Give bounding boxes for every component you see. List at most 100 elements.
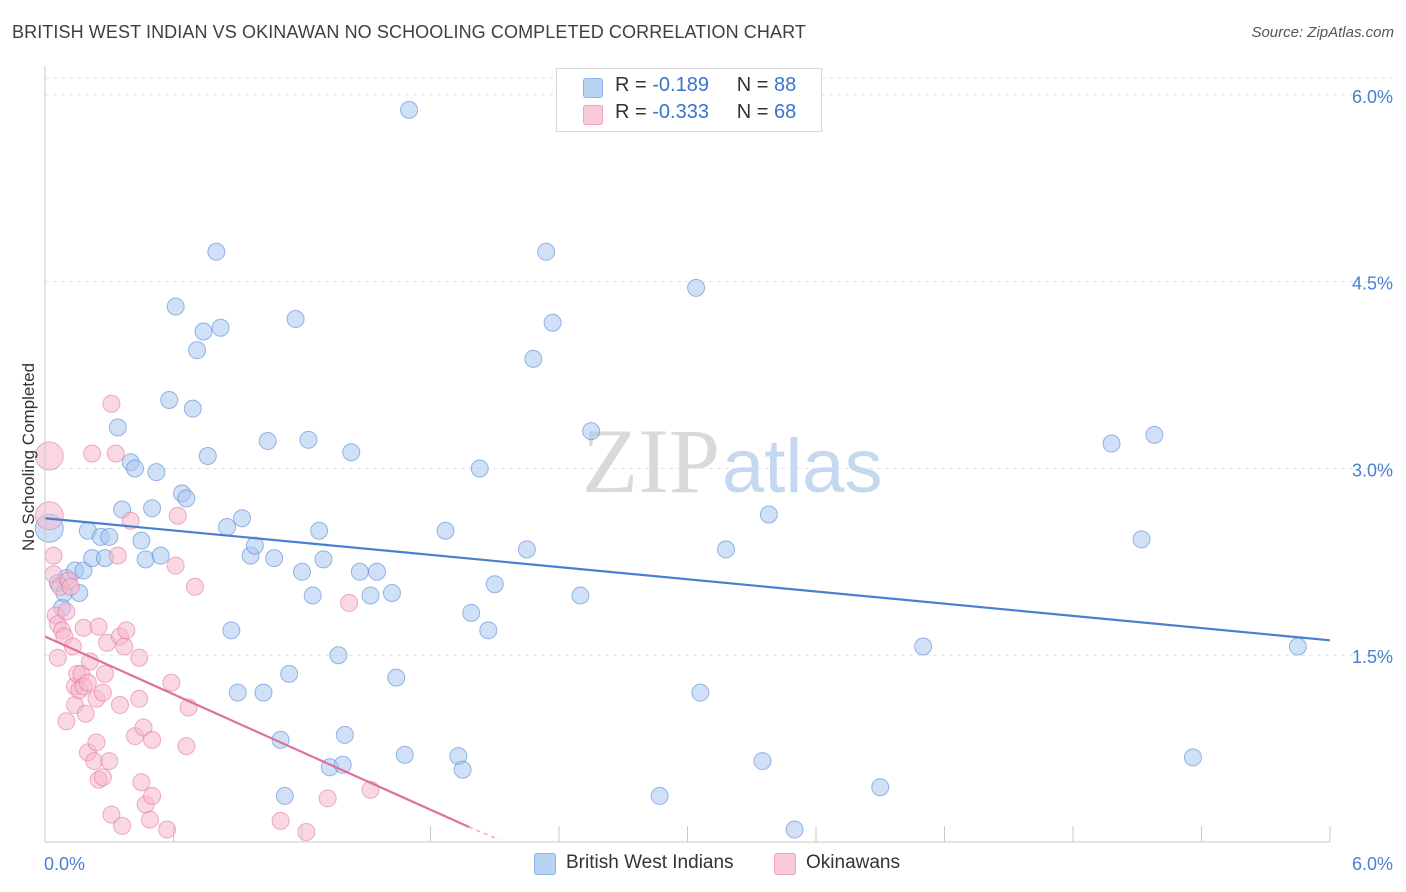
point-okinawan: [89, 617, 108, 636]
y-tick-label: 1.5%: [1352, 647, 1393, 667]
point-okinawan: [117, 621, 136, 640]
point-okinawan: [130, 648, 149, 667]
point-british-west-indian: [233, 509, 252, 528]
point-okinawan: [297, 823, 316, 842]
point-okinawan: [318, 789, 337, 808]
point-british-west-indian: [571, 586, 590, 605]
point-british-west-indian: [310, 521, 329, 540]
point-british-west-indian: [166, 297, 185, 316]
point-british-west-indian: [100, 527, 119, 546]
point-british-west-indian: [785, 820, 804, 839]
legend-swatch-pink: [583, 105, 603, 125]
point-british-west-indian: [759, 505, 778, 524]
point-british-west-indian: [303, 586, 322, 605]
point-okinawan: [110, 696, 129, 715]
point-okinawan: [61, 577, 80, 596]
point-okinawan: [57, 602, 76, 621]
watermark-zip: ZIP: [582, 410, 720, 512]
point-british-west-indian: [462, 603, 481, 622]
point-british-west-indian: [582, 422, 601, 441]
point-okinawan: [162, 673, 181, 692]
point-british-west-indian: [650, 786, 669, 805]
point-british-west-indian: [314, 550, 333, 569]
source-label: Source: ZipAtlas.com: [1251, 24, 1394, 41]
point-british-west-indian: [871, 778, 890, 797]
point-british-west-indian: [188, 341, 207, 360]
point-british-west-indian: [151, 546, 170, 565]
point-british-west-indian: [1102, 434, 1121, 453]
tick-labels: 1.5% 3.0% 4.5% 6.0% 0.0% 6.0%: [44, 87, 1393, 874]
chart-title: BRITISH WEST INDIAN VS OKINAWAN NO SCHOO…: [12, 22, 806, 42]
point-british-west-indian: [258, 432, 277, 451]
point-british-west-indian: [691, 683, 710, 702]
legend-r-value: -0.333: [652, 101, 709, 123]
point-okinawan: [102, 805, 121, 824]
point-british-west-indian: [280, 664, 299, 683]
point-british-west-indian: [1288, 637, 1307, 656]
y-tick-label: 4.5%: [1352, 274, 1393, 294]
point-british-west-indian: [254, 683, 273, 702]
x-tick-label: 0.0%: [44, 854, 85, 874]
point-british-west-indian: [470, 459, 489, 478]
point-british-west-indian: [136, 550, 155, 569]
point-british-west-indian: [387, 668, 406, 687]
legend-n-label: N =: [736, 74, 769, 96]
point-british-west-indian: [914, 637, 933, 656]
point-british-west-indian: [228, 683, 247, 702]
watermark-atlas: atlas: [722, 424, 883, 509]
point-british-west-indian: [524, 349, 543, 368]
point-okinawan: [102, 394, 121, 413]
legend-r-label: R =: [615, 74, 647, 96]
point-okinawan: [80, 652, 99, 671]
point-british-west-indian: [198, 447, 217, 465]
point-british-west-indian: [265, 549, 284, 568]
trend-lines: [44, 517, 1331, 841]
point-okinawan: [166, 556, 185, 575]
point-british-west-indian: [436, 521, 455, 540]
legend-n-label: N =: [736, 101, 769, 123]
point-okinawan: [134, 718, 153, 737]
point-british-west-indian: [335, 725, 354, 744]
point-british-west-indian: [479, 621, 498, 640]
correlation-legend: R = -0.189 N = 88 R = -0.333 N = 68: [556, 68, 822, 132]
point-okinawan: [113, 816, 132, 835]
point-okinawan: [93, 683, 112, 702]
point-british-west-indian: [367, 562, 386, 581]
y-tick-label: 6.0%: [1352, 87, 1393, 107]
point-british-west-indian: [207, 242, 226, 261]
trend-line-okinawans-extension: [468, 826, 500, 841]
point-okinawan: [48, 648, 67, 667]
point-british-west-indian: [194, 322, 213, 341]
legend-n-value: 88: [774, 74, 797, 96]
point-british-west-indian: [1183, 748, 1202, 767]
point-british-west-indian: [382, 583, 401, 602]
point-okinawan: [74, 618, 93, 637]
point-british-west-indian: [395, 745, 414, 764]
y-axis-label: No Schooling Completed: [19, 363, 38, 551]
point-british-west-indian: [753, 752, 772, 771]
point-british-west-indian: [299, 430, 318, 449]
point-okinawan: [100, 752, 119, 771]
point-okinawan: [158, 820, 177, 839]
point-okinawan: [130, 689, 149, 708]
point-british-west-indian: [485, 575, 504, 594]
point-british-west-indian: [160, 390, 179, 409]
axes: [44, 66, 1331, 843]
point-british-west-indian: [222, 621, 241, 640]
gridlines: [45, 77, 1392, 656]
point-okinawan: [78, 673, 97, 692]
point-okinawan: [87, 733, 106, 752]
legend-swatch-blue: [534, 853, 556, 875]
legend-swatch-pink: [774, 853, 796, 875]
point-british-west-indian: [400, 100, 419, 119]
point-british-west-indian: [74, 561, 93, 580]
point-british-west-indian: [543, 313, 562, 332]
point-okinawan: [140, 810, 159, 829]
point-okinawan: [271, 811, 290, 830]
point-british-west-indian: [1145, 425, 1164, 444]
point-okinawan: [93, 768, 112, 787]
legend-label: Okinawans: [806, 852, 900, 873]
point-british-west-indian: [537, 242, 556, 261]
point-british-west-indian: [286, 310, 305, 329]
